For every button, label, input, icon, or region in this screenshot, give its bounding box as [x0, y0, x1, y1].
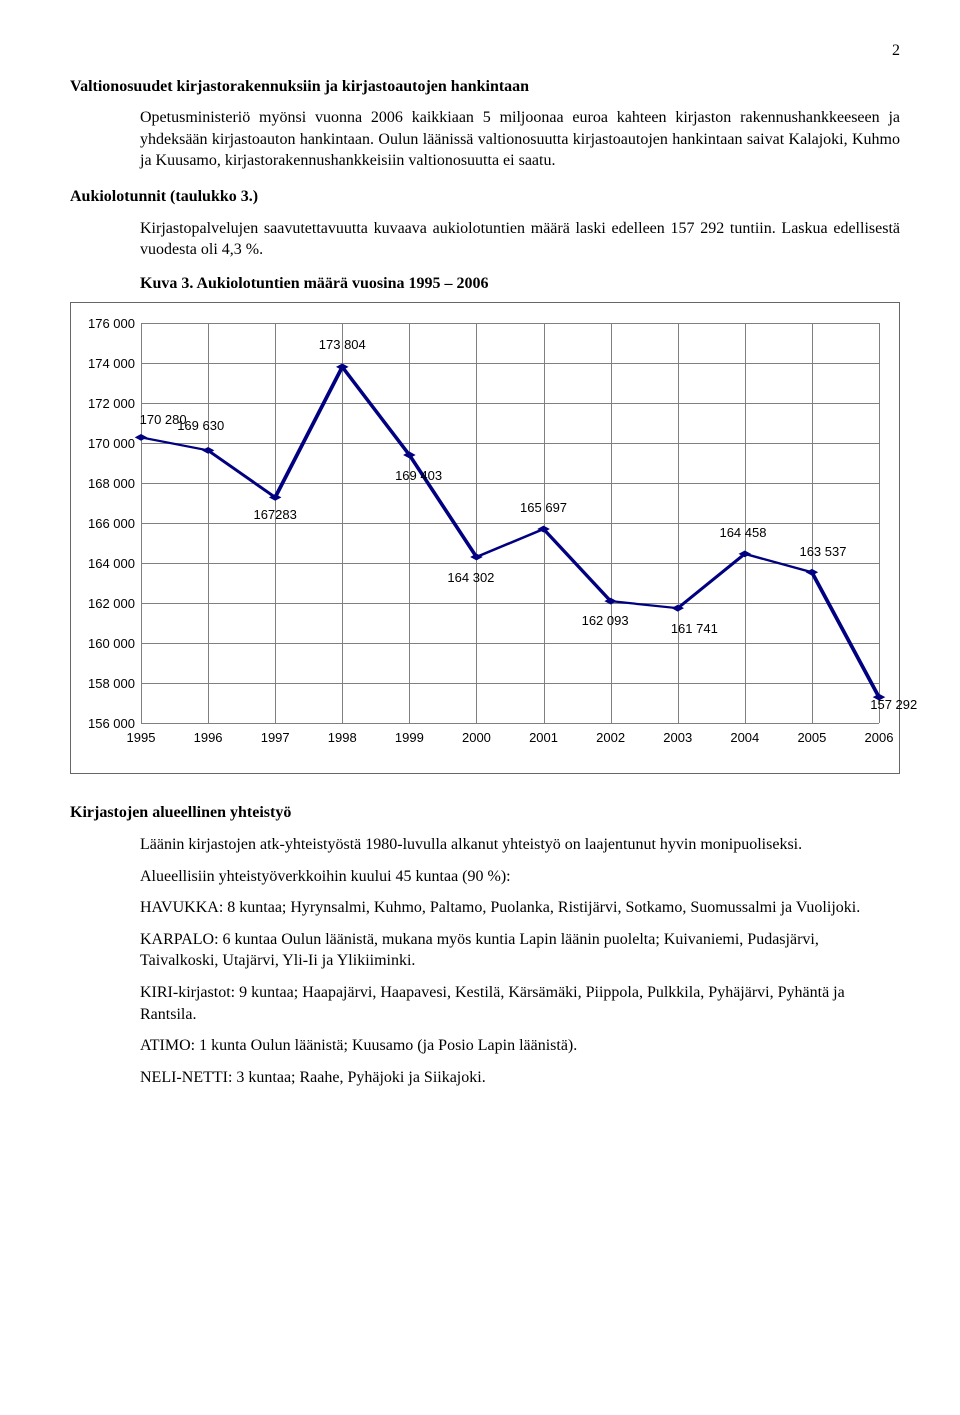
x-axis-label: 1997 [261, 729, 290, 747]
network-list: HAVUKKA: 8 kuntaa; Hyrynsalmi, Kuhmo, Pa… [70, 897, 900, 1088]
body-text: Kirjastopalvelujen saavutettavuutta kuva… [140, 218, 900, 261]
gridline [141, 723, 879, 724]
figure-title: Kuva 3. Aukiolotuntien määrä vuosina 199… [140, 273, 900, 295]
data-label: 157 292 [870, 696, 917, 714]
y-axis-label: 170 000 [88, 435, 135, 453]
x-axis-label: 2005 [797, 729, 826, 747]
list-item: ATIMO: 1 kunta Oulun läänistä; Kuusamo (… [140, 1035, 900, 1057]
x-axis-label: 1996 [194, 729, 223, 747]
section-heading-1: Valtionosuudet kirjastorakennuksiin ja k… [70, 76, 900, 98]
y-axis-label: 164 000 [88, 555, 135, 573]
data-label: 161 741 [671, 620, 718, 638]
body-text: Opetusministeriö myönsi vuonna 2006 kaik… [140, 107, 900, 172]
body-text: Alueellisiin yhteistyöverkkoihin kuului … [140, 866, 900, 888]
data-label: 164 458 [719, 524, 766, 542]
x-axis-label: 2004 [730, 729, 759, 747]
section-heading-3: Kirjastojen alueellinen yhteistyö [70, 802, 900, 824]
y-axis-label: 162 000 [88, 595, 135, 613]
gridline [879, 323, 880, 723]
y-axis-label: 168 000 [88, 475, 135, 493]
data-label: 169 630 [177, 417, 224, 435]
y-axis-label: 166 000 [88, 515, 135, 533]
body-text: Läänin kirjastojen atk-yhteistyöstä 1980… [140, 834, 900, 856]
list-item: NELI-NETTI: 3 kuntaa; Raahe, Pyhäjoki ja… [140, 1067, 900, 1089]
y-axis-label: 176 000 [88, 315, 135, 333]
data-label: 163 537 [799, 543, 846, 561]
data-label: 173 804 [319, 336, 366, 354]
x-axis-label: 2003 [663, 729, 692, 747]
x-axis-label: 2002 [596, 729, 625, 747]
data-label: 169 403 [395, 468, 442, 486]
chart-svg [141, 323, 879, 723]
chart-plot-area: 156 000158 000160 000162 000164 000166 0… [141, 323, 879, 723]
x-axis-label: 2001 [529, 729, 558, 747]
page-number: 2 [70, 40, 900, 62]
list-item: KARPALO: 6 kuntaa Oulun läänistä, mukana… [140, 929, 900, 972]
x-axis-label: 1995 [127, 729, 156, 747]
data-label: 164 302 [447, 570, 494, 588]
y-axis-label: 172 000 [88, 395, 135, 413]
list-item: HAVUKKA: 8 kuntaa; Hyrynsalmi, Kuhmo, Pa… [140, 897, 900, 919]
y-axis-label: 158 000 [88, 675, 135, 693]
list-item: KIRI-kirjastot: 9 kuntaa; Haapajärvi, Ha… [140, 982, 900, 1025]
data-label: 165 697 [520, 500, 567, 518]
section-heading-2: Aukiolotunnit (taulukko 3.) [70, 186, 900, 208]
data-label: 162 093 [582, 613, 629, 631]
line-chart: 156 000158 000160 000162 000164 000166 0… [70, 302, 900, 774]
x-axis-label: 1999 [395, 729, 424, 747]
x-axis-label: 2006 [865, 729, 894, 747]
data-label: 167283 [253, 506, 296, 524]
x-axis-label: 1998 [328, 729, 357, 747]
y-axis-label: 174 000 [88, 355, 135, 373]
y-axis-label: 160 000 [88, 635, 135, 653]
x-axis-label: 2000 [462, 729, 491, 747]
